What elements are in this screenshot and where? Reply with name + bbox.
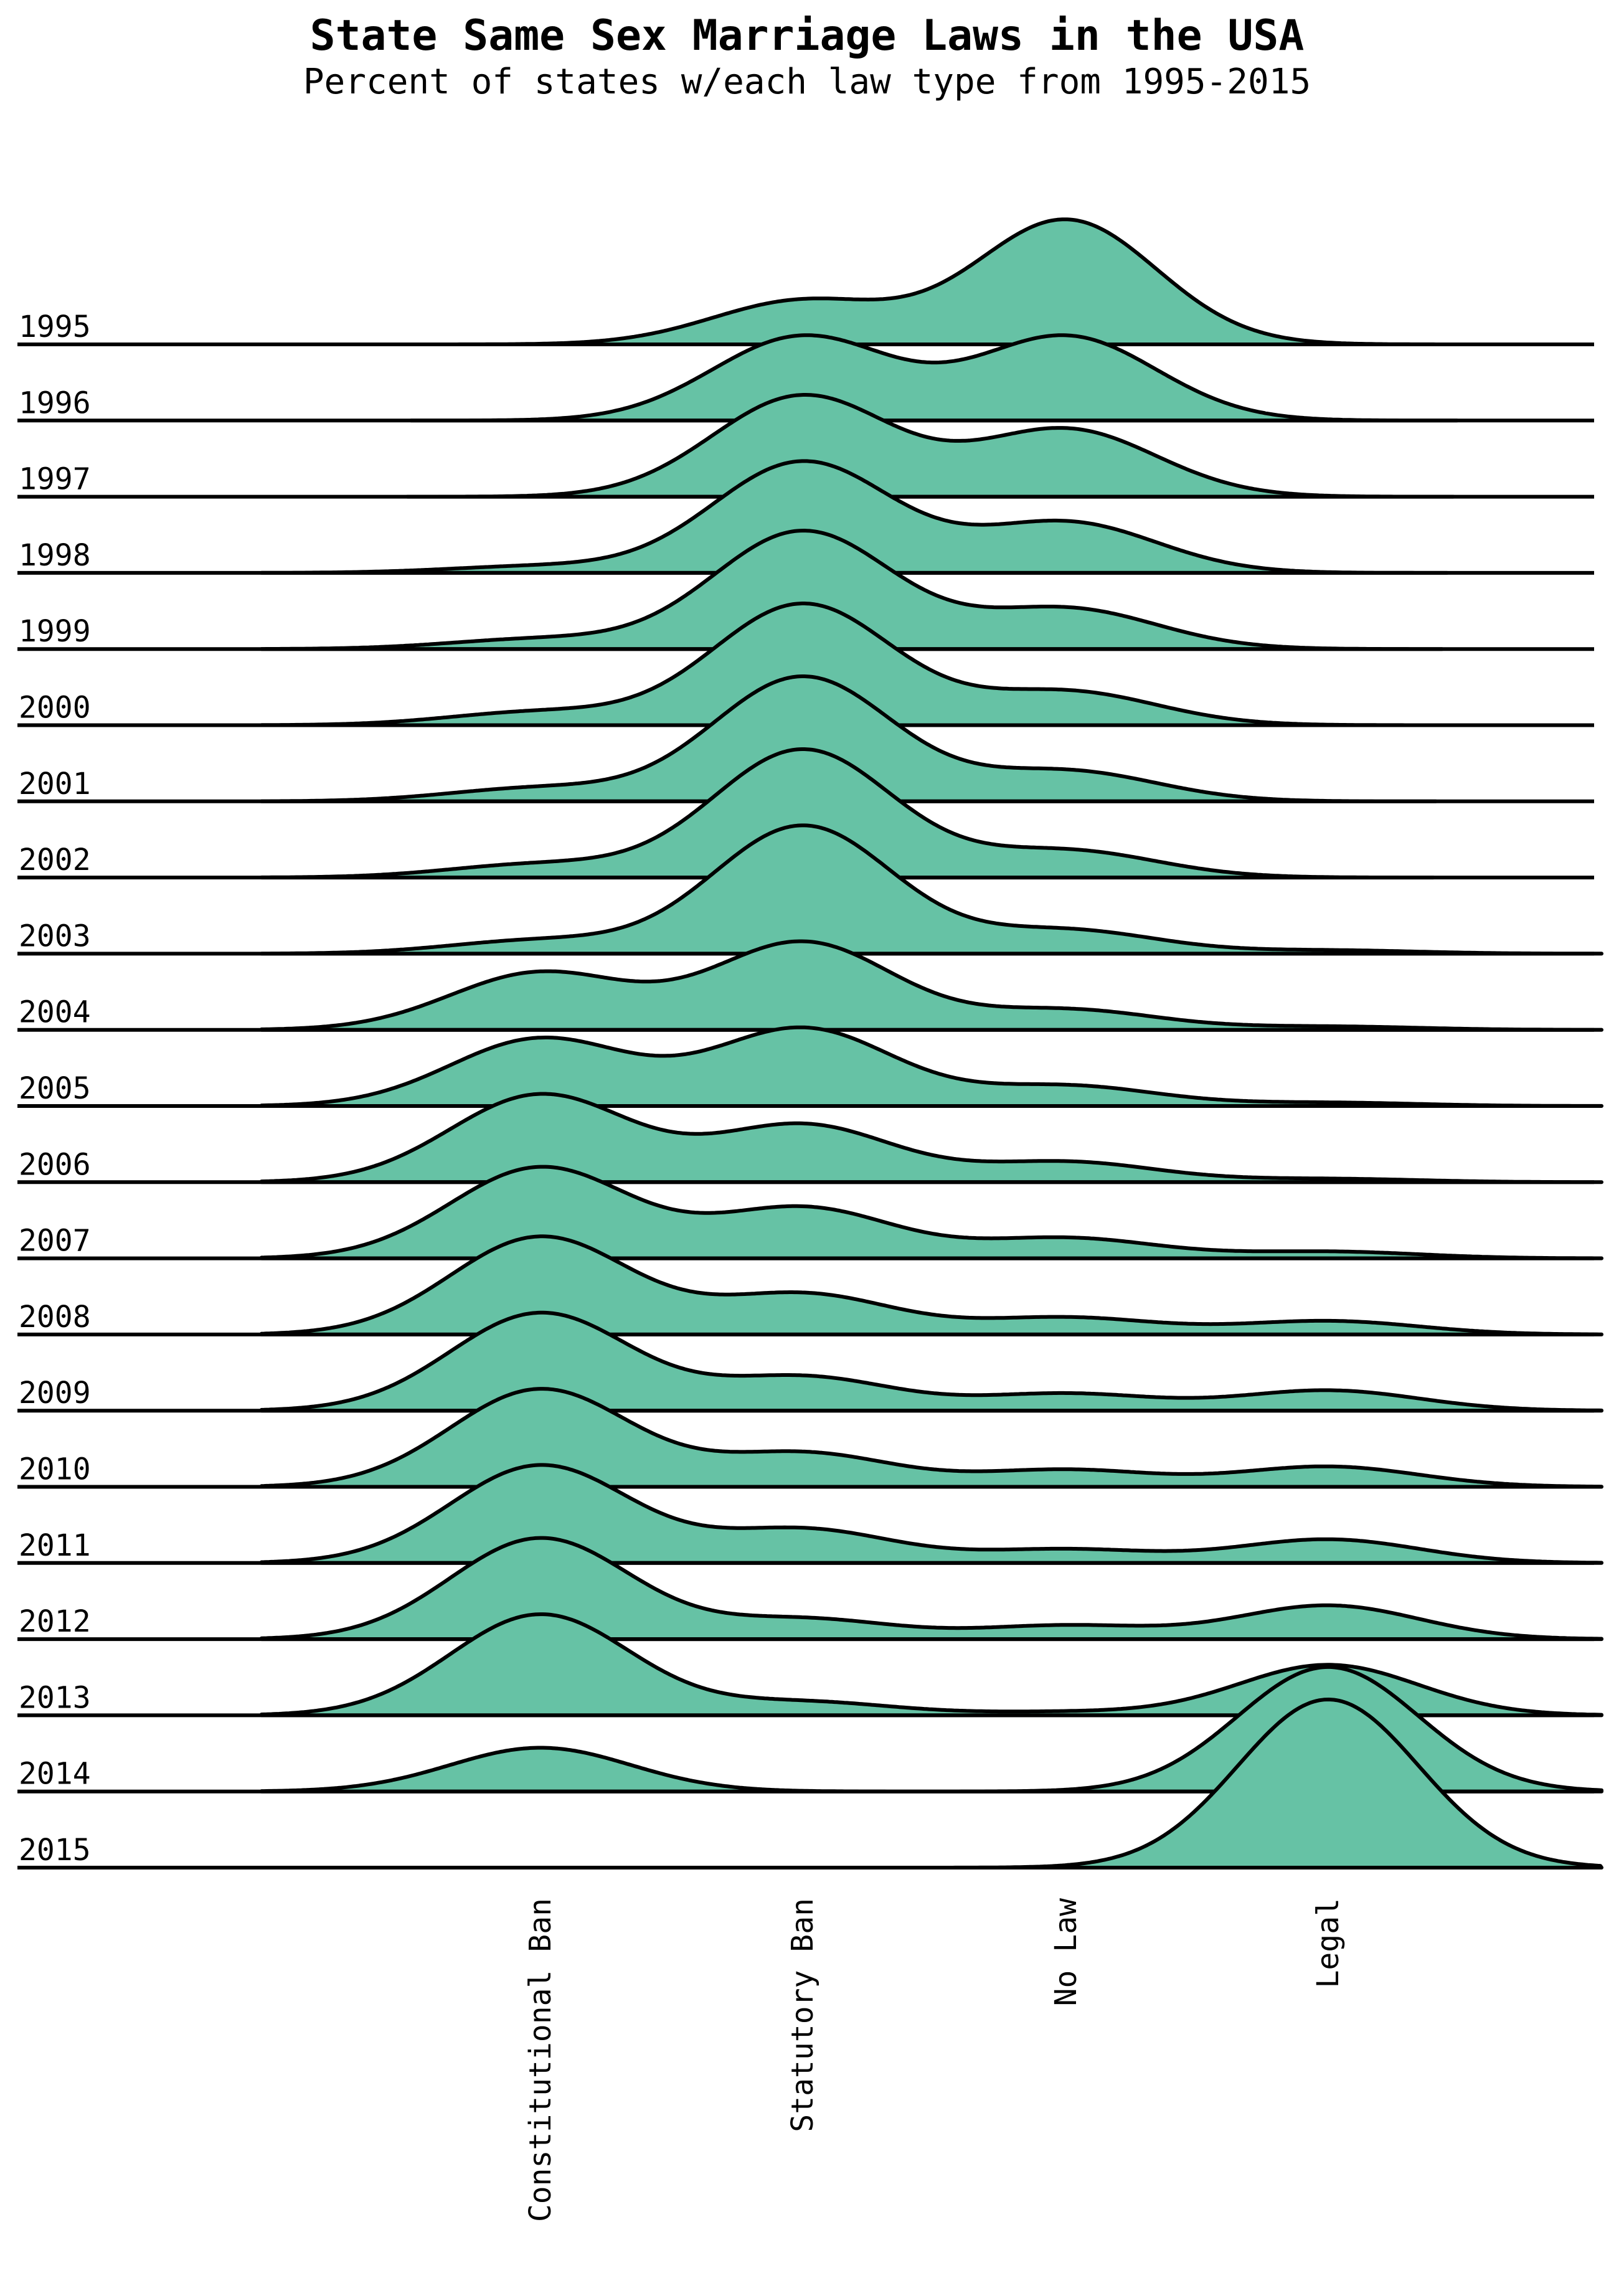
year-label-2009: 2009 [19, 1376, 91, 1411]
year-label-2010: 2010 [19, 1452, 91, 1487]
ridge-2010 [260, 1387, 1603, 1489]
ridge-1996 [409, 333, 1459, 423]
ridge-2007 [260, 1165, 1603, 1260]
ridge-2005 [260, 1025, 1603, 1108]
ridge-2001 [260, 674, 1438, 803]
year-label-2014: 2014 [19, 1757, 91, 1792]
year-label-2002: 2002 [19, 843, 91, 877]
chart-title: State Same Sex Marriage Laws in the USA [310, 11, 1305, 60]
ridge-1997 [405, 393, 1455, 499]
year-label-1999: 1999 [19, 614, 91, 649]
year-label-2013: 2013 [19, 1680, 91, 1715]
year-label-1995: 1995 [19, 310, 91, 344]
ridge-2008 [260, 1234, 1603, 1336]
ridge-2000 [260, 602, 1440, 727]
year-label-2001: 2001 [19, 767, 91, 801]
year-label-2000: 2000 [19, 691, 91, 726]
x-tick-label-no-law: No Law [1049, 1898, 1083, 2006]
ridge-2003 [260, 823, 1603, 956]
ridge-1998 [260, 459, 1449, 575]
x-tick-label-legal: Legal [1311, 1898, 1346, 1988]
ridge-2002 [260, 747, 1435, 880]
year-label-2006: 2006 [19, 1147, 91, 1182]
year-label-2005: 2005 [19, 1071, 91, 1106]
x-tick-label-constitutional-ban: Constitutional Ban [523, 1898, 558, 2222]
ridge-2009 [260, 1310, 1603, 1413]
year-label-2015: 2015 [19, 1833, 91, 1868]
chart-subtitle: Percent of states w/each law type from 1… [303, 62, 1311, 102]
year-label-2008: 2008 [19, 1300, 91, 1335]
year-label-2003: 2003 [19, 919, 91, 953]
ridge-2012 [260, 1536, 1603, 1642]
ridge-1999 [260, 529, 1444, 651]
ridge-2013 [260, 1612, 1603, 1718]
year-label-1996: 1996 [19, 385, 91, 420]
year-labels-group: 1995 1996 1997 1998 1999 2000 2001 2002 2003 2004… [19, 310, 91, 1868]
year-label-1998: 1998 [19, 538, 91, 573]
ridges-group [17, 217, 1603, 1869]
ridge-2004 [260, 939, 1603, 1032]
year-label-2007: 2007 [19, 1224, 91, 1259]
ridge-2006 [260, 1092, 1603, 1184]
ridge-1995 [423, 217, 1468, 346]
year-label-2004: 2004 [19, 995, 91, 1030]
ridge-2011 [260, 1463, 1603, 1565]
x-tick-label-statutory-ban: Statutory Ban [785, 1898, 820, 2132]
year-label-2011: 2011 [19, 1528, 91, 1563]
x-axis-tick-labels: Constitutional Ban Statutory Ban No Law Leg… [523, 1898, 1346, 2222]
year-label-1997: 1997 [19, 462, 91, 497]
year-label-2012: 2012 [19, 1604, 91, 1639]
